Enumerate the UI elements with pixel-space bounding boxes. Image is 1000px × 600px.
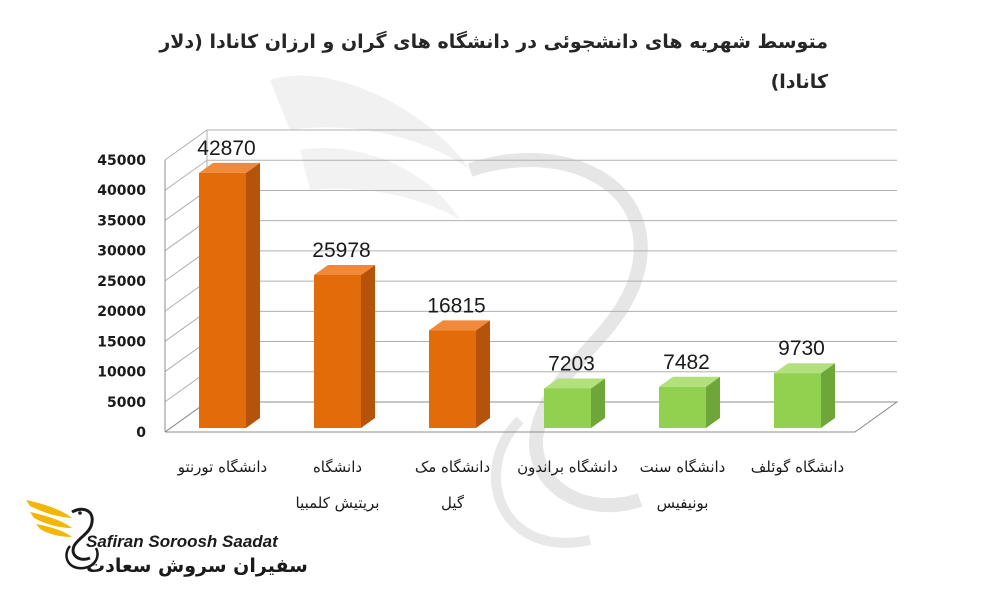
category-label: بریتیش کلمبیا [296,494,380,512]
chart-title-line: متوسط شهریه های دانشجوئی در دانشگاه های … [158,30,828,53]
brand-logo: Safiran Soroosh Saadat سفیران سروش سعادت [26,500,308,577]
category-label: دانشگاه تورنتو [177,458,268,476]
watermark-emblem [270,75,648,548]
category-label: دانشگاه سنت [640,458,726,476]
grid-side-line [164,129,208,161]
bar-side-face [246,162,260,428]
bar-front-face [774,373,821,428]
y-tick-label: 40000 [97,183,146,199]
y-tick-label: 5000 [107,395,146,411]
bar-top-face [314,264,375,275]
bar [429,320,490,428]
y-tick-label: 0 [136,425,146,441]
bar-front-face [429,330,476,428]
y-tick-label: 45000 [97,153,146,169]
y-tick-label: 15000 [97,334,146,350]
chart-floor [164,401,899,433]
y-tick-label: 20000 [97,304,146,320]
category-label: دانشگاه براندون [517,458,618,476]
grid-side-line [164,159,208,191]
chart-title: متوسط شهریه های دانشجوئی در دانشگاه های … [158,30,829,93]
bar-value-label: 7203 [548,352,595,375]
bar-top-face [199,162,260,173]
y-tick-label: 35000 [97,213,146,229]
bar-side-face [591,378,605,428]
bar [314,264,375,428]
data-labels: 42870 25978 16815 7203 7482 9730 [197,137,825,376]
logo-name-persian: سفیران سروش سعادت [86,555,308,577]
bar-front-face [544,388,591,428]
bar-side-face [476,320,490,428]
chart-title-line: کانادا) [771,71,829,93]
bar [774,363,835,428]
y-tick-label: 10000 [97,365,146,381]
category-labels: دانشگاه تورنتو دانشگاه بریتیش کلمبیا دانشگا… [177,458,844,512]
bar-front-face [199,172,246,428]
bar-side-face [706,376,720,428]
bar-top-face [659,376,720,387]
logo-wing-icon [26,500,99,570]
bar-value-label: 16815 [427,294,485,317]
y-tick-label: 30000 [97,244,146,260]
y-tick-label: 25000 [97,274,146,290]
category-label: گیل [441,494,465,512]
bar-top-face [544,378,605,389]
bar [659,376,720,428]
bar-side-face [361,264,375,428]
category-label: بونیفیس [657,494,709,512]
bar-value-label: 9730 [778,337,825,360]
bar [544,378,605,428]
chart-bars [199,162,835,428]
bar-value-label: 25978 [312,239,370,262]
bar-front-face [314,274,361,428]
bar-front-face [659,386,706,428]
bar [199,162,260,428]
category-label: دانشگاه [313,458,362,476]
bar-top-face [429,320,490,331]
category-label: دانشگاه گوئلف [751,458,844,476]
bar-value-label: 7482 [663,351,710,374]
bar-top-face [774,363,835,374]
logo-name-english: Safiran Soroosh Saadat [86,532,279,551]
bar-side-face [821,363,835,428]
category-label: دانشگاه مک [415,458,490,476]
y-axis-ticks: 0 5000 10000 15000 20000 25000 30000 35000 40000… [97,153,146,441]
bar-value-label: 42870 [197,137,255,160]
